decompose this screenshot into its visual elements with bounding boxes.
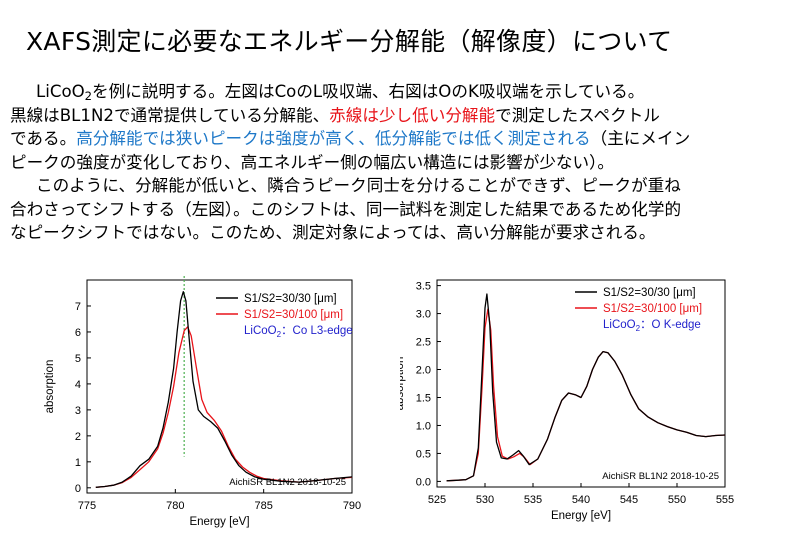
y-tick-label: 2 [75, 431, 81, 443]
x-tick-label: 780 [166, 500, 184, 512]
series-line-high-resolution [95, 291, 353, 488]
y-tick-label: 4 [75, 379, 81, 391]
text-red-highlight: 赤線は少し低い分解能 [329, 105, 496, 125]
y-tick-label: 6 [75, 327, 81, 339]
series-line-high-resolution [446, 293, 726, 482]
paragraph-1-line-1: LiCoO2を例に説明する。左図はCoのL吸収端、右図はOのK吸収端を示している… [10, 80, 794, 104]
y-tick-label: 1.0 [416, 420, 431, 432]
paragraph-1-line-4: ピークの強度が変化しており、高エネルギー側の幅広い構造には影響が少ない）。 [10, 152, 615, 172]
text-segment: （主にメイン [590, 129, 691, 148]
x-tick-label: 550 [668, 494, 686, 506]
text-segment: このように、分解能が低いと、隣合うピーク同士を分けることができず、ピークが重ね [36, 176, 681, 195]
y-tick-label: 1 [75, 457, 81, 469]
legend-label: S1/S2=30/30 [μm] [603, 287, 696, 299]
x-axis-label: Energy [eV] [551, 510, 611, 522]
plot-frame [86, 279, 353, 494]
text-segment: を例に説明する。左図はCoのL吸収端、右図はOのK吸収端を示している。 [92, 82, 645, 101]
paragraph-2-line-3: なピークシフトではない。このため、測定対象によっては、高い分解能が要求される。 [10, 223, 656, 242]
paragraph-1-line-2: 黒線はBL1N2で通常提供している分解能、赤線は少し低い分解能で測定したスペクト… [10, 104, 794, 128]
sample-label: LiCoO2：Co L3-edge [244, 325, 353, 339]
chart-o-k-edge: 525 530 535 540 545 550 555 0.0 0.5 1.0 1.5 2.0 2.5 3… [400, 279, 734, 522]
chart-footer-credit: AichiSR BL1N2 2018-10-25 [602, 471, 719, 482]
y-tick-label: 2.5 [416, 337, 431, 349]
x-tick-label: 775 [78, 500, 96, 512]
y-tick-label: 0.0 [416, 476, 431, 488]
y-tick-label: 3.0 [416, 309, 431, 321]
x-tick-label: 545 [620, 494, 638, 506]
x-tick-label: 790 [343, 500, 361, 512]
y-tick-label: 1.5 [416, 392, 431, 404]
series-line-low-resolution [95, 326, 353, 488]
sample-label: LiCoO2：O K-edge [603, 319, 701, 333]
y-axis-label: absorption [400, 357, 406, 411]
legend-label: S1/S2=30/100 [μm] [603, 303, 702, 315]
y-tick-label: 3 [75, 405, 81, 417]
body-text: LiCoO2を例に説明する。左図はCoのL吸収端、右図はOのK吸収端を示している… [10, 80, 794, 245]
y-tick-label: 7 [75, 301, 81, 313]
y-tick-label: 2.0 [416, 365, 431, 377]
legend-label: S1/S2=30/30 [μm] [244, 293, 337, 305]
chart-footer-credit: AichiSR BL1N2 2018-10-25 [229, 477, 346, 488]
text-segment: である。 [10, 129, 77, 148]
paragraph-2-line-1: このように、分解能が低いと、隣合うピーク同士を分けることができず、ピークが重ね [10, 174, 794, 198]
x-tick-label: 540 [572, 494, 590, 506]
y-axis-label: absorption [44, 360, 56, 414]
x-axis-label: Energy [eV] [189, 516, 249, 528]
paragraph-1-line-3: である。高分解能では狭いピークは強度が高く、低分解能では低く測定される（主にメイ… [10, 127, 794, 151]
x-tick-label: 530 [476, 494, 494, 506]
text-licoo: LiCoO [36, 82, 85, 101]
text-subscript: 2 [84, 89, 93, 103]
x-tick-label: 555 [716, 494, 734, 506]
page-title: XAFS測定に必要なエネルギー分解能（解像度）について [26, 27, 673, 56]
y-tick-label: 3.5 [416, 281, 431, 293]
text-segment: で測定したスペクトル [495, 105, 660, 125]
y-tick-label: 0 [75, 483, 81, 495]
text-blue-highlight: 高分解能では狭いピークは強度が高く、低分解能では低く測定される [76, 129, 591, 148]
series-line-low-resolution [446, 308, 726, 482]
chart-co-l3-edge: 775 780 785 790 0 1 2 3 4 5 6 7 Energy [eV] absorptio… [44, 276, 361, 528]
y-tick-label: 0.5 [416, 448, 431, 460]
x-tick-label: 535 [524, 494, 542, 506]
text-segment: 黒線はBL1N2で通常提供している分解能、 [10, 105, 330, 125]
x-tick-label: 785 [254, 500, 272, 512]
paragraph-2-line-2: 合わさってシフトする（左図）。このシフトは、同一試料を測定した結果であるため化学… [10, 199, 682, 219]
y-tick-label: 5 [75, 353, 81, 365]
legend-label: S1/S2=30/100 [μm] [244, 309, 343, 321]
x-tick-label: 525 [428, 494, 446, 506]
